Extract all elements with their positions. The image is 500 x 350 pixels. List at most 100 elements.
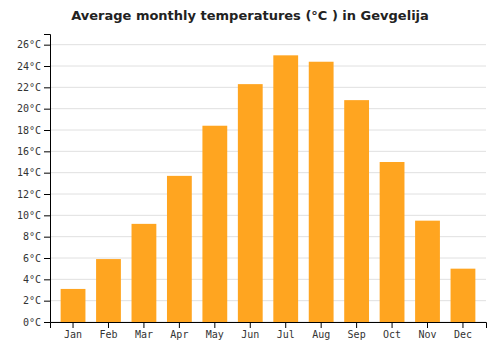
tick: Jul (277, 322, 295, 340)
tick: 24°C (17, 61, 50, 72)
bar (238, 84, 263, 322)
title: Average monthly temperatures (°C ) in Ge… (71, 8, 429, 23)
tick: 6°C (23, 253, 50, 264)
tick-label: 22°C (17, 82, 41, 93)
tick: Sep (348, 322, 366, 340)
tick-label: Sep (348, 329, 366, 340)
tick-mark (214, 322, 215, 328)
tick-mark (73, 322, 74, 328)
tick-label: 20°C (17, 103, 41, 114)
tick-mark (44, 215, 50, 216)
tick: 22°C (17, 82, 50, 93)
bar (61, 289, 86, 322)
bar (309, 62, 334, 322)
tick-label: Oct (383, 329, 401, 340)
bar (96, 259, 121, 322)
tick: Oct (383, 322, 401, 340)
grid-line (50, 66, 486, 67)
tick-mark (44, 279, 50, 280)
bar (132, 224, 157, 322)
bar (344, 100, 369, 322)
tick: Apr (170, 322, 188, 340)
tick-label: Apr (170, 329, 188, 340)
tick-mark (44, 237, 50, 238)
plot: 0°C 2°C 4°C 6°C 8°C 10°C 12°C 14°C 16°C 18°C 20°C 2… (17, 35, 487, 341)
tick-label: 0°C (23, 317, 41, 328)
tick-label: 26°C (17, 39, 41, 50)
tick-mark (44, 45, 50, 46)
tick: 2°C (23, 295, 50, 306)
tick-mark (250, 322, 251, 328)
tick-mark (285, 322, 286, 328)
chart: Average monthly temperatures (°C ) in Ge… (0, 0, 500, 350)
tick-label: 14°C (17, 167, 41, 178)
tick: Jan (64, 322, 82, 340)
tick-mark (44, 151, 50, 152)
tick-mark (44, 87, 50, 88)
grid (50, 45, 486, 322)
grid-line (50, 108, 486, 109)
tick-label: 10°C (17, 210, 41, 221)
tick-mark (44, 322, 50, 323)
tick: 16°C (17, 146, 50, 157)
tick: 0°C (23, 317, 50, 328)
tick-label: 4°C (23, 274, 41, 285)
tick-mark (44, 194, 50, 195)
tick: May (206, 322, 224, 340)
bar (380, 162, 405, 322)
tick-label: Jun (241, 329, 259, 340)
tick-mark (44, 301, 50, 302)
bar (202, 126, 227, 322)
grid-line (50, 194, 486, 195)
tick-label: Aug (312, 329, 330, 340)
tick-label: Jul (277, 329, 295, 340)
grid-line (50, 172, 486, 173)
tick: Jun (241, 322, 259, 340)
axis-line (44, 35, 51, 323)
tick-label: 8°C (23, 231, 41, 242)
grid-line (50, 44, 486, 45)
tick: Dec (454, 322, 472, 340)
tick-mark (392, 322, 393, 328)
tick-label: 2°C (23, 295, 41, 306)
tick: Feb (99, 322, 117, 340)
tick-label: Nov (418, 329, 436, 340)
bar (415, 221, 440, 322)
tick: 20°C (17, 103, 50, 114)
tick-mark (44, 130, 50, 131)
tick-label: 24°C (17, 61, 41, 72)
tick-mark (44, 173, 50, 174)
tick-mark (143, 322, 144, 328)
tick-label: Jan (64, 329, 82, 340)
grid-line (50, 87, 486, 88)
tick-label: 6°C (23, 253, 41, 264)
grid-line (50, 215, 486, 216)
tick: 26°C (17, 39, 50, 50)
tick-mark (179, 322, 180, 328)
y-axis: 0°C 2°C 4°C 6°C 8°C 10°C 12°C 14°C 16°C 18°C 20°C 2… (17, 35, 51, 328)
tick-mark (44, 109, 50, 110)
tick-mark (427, 322, 428, 328)
grid-line (50, 151, 486, 152)
axis-line (51, 323, 487, 329)
tick-mark (108, 322, 109, 328)
tick-label: 12°C (17, 189, 41, 200)
tick-mark (356, 322, 357, 328)
tick: Mar (135, 322, 153, 340)
x-axis: Jan Feb Mar Apr May Jun Jul Aug Sep Oct Nov Dec (51, 322, 487, 340)
tick: 4°C (23, 274, 50, 285)
bar (167, 176, 192, 322)
tick-mark (321, 322, 322, 328)
bar (451, 269, 476, 322)
tick-mark (44, 66, 50, 67)
tick: 12°C (17, 189, 50, 200)
bar (273, 55, 298, 322)
tick-label: 18°C (17, 125, 41, 136)
tick-mark (462, 322, 463, 328)
tick: Nov (418, 322, 436, 340)
tick: Aug (312, 322, 330, 340)
tick-label: Mar (135, 329, 153, 340)
tick: 18°C (17, 125, 50, 136)
tick: 8°C (23, 231, 50, 242)
tick-label: Dec (454, 329, 472, 340)
